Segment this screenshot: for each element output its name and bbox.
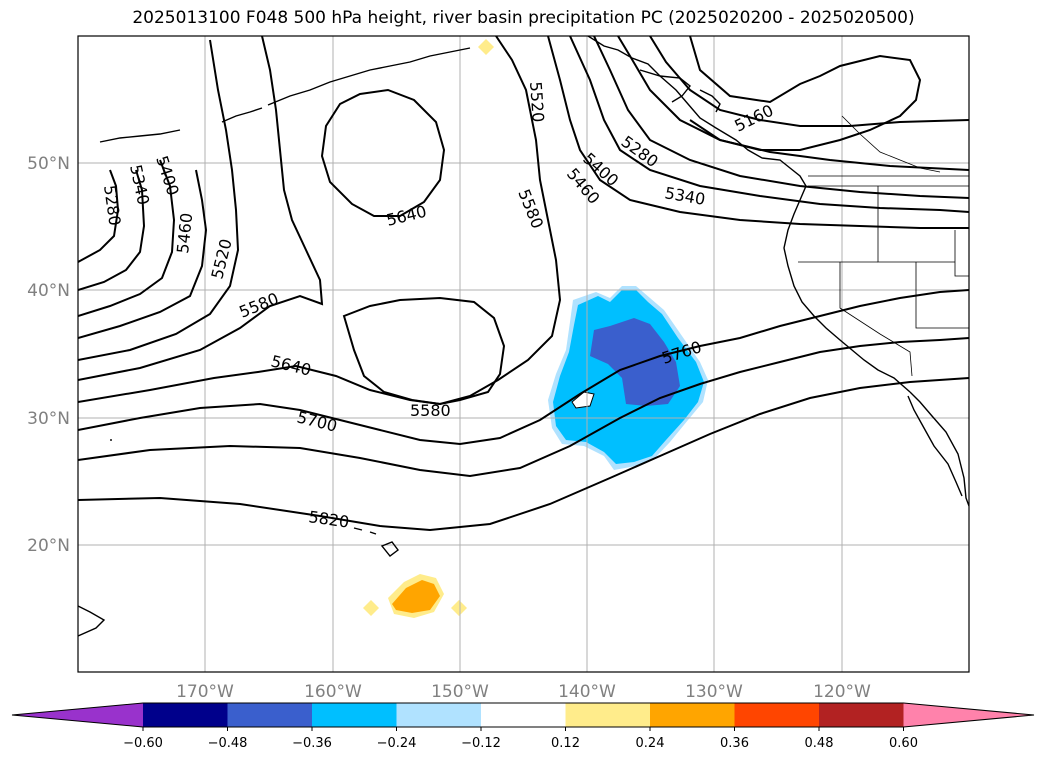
contour-label: 5520 [526,81,548,123]
colorbar-tick-label: −0.12 [461,736,501,751]
lon-label: 150°W [431,682,489,702]
colorbar-bin [481,703,566,727]
lon-label: 120°W [813,682,871,702]
graticule [78,36,969,672]
state-borders [798,115,969,377]
map-frame [77,35,970,673]
lon-label: 160°W [304,682,362,702]
colorbar-bin [650,703,735,727]
colorbar-extend-min [12,703,143,727]
colorbar-tick-label: 0.36 [720,736,749,751]
lat-label: 30°N [27,409,70,429]
lon-label: 140°W [558,682,616,702]
colorbar: −0.60 −0.48 −0.36 −0.24 −0.12 0.12 0.24 0.36 0.4… [11,702,1035,751]
colorbar-bin [819,703,904,727]
colorbar-bin [227,703,313,727]
lon-label: 130°W [685,682,743,702]
lat-label: 50°N [27,154,70,174]
colorbar-tick-label: 0.24 [636,736,665,751]
colorbar-tick-label: −0.36 [292,736,332,751]
coastline [78,36,969,637]
colorbar-tick-label: −0.60 [123,736,163,751]
contour-label: 5460 [173,212,196,254]
colorbar-extend-max [903,703,1034,727]
lon-label: 170°W [176,682,234,702]
longitude-labels: 170°W 160°W 150°W 140°W 130°W 120°W [176,682,871,702]
lat-label: 40°N [27,281,70,301]
colorbar-tick-label: 0.12 [551,736,580,751]
colorbar-bin [143,703,228,727]
colorbar-tick-label: 0.60 [889,736,918,751]
colorbar-bin [396,703,482,727]
colorbar-tick-label: −0.48 [208,736,248,751]
colorbar-tick-label: 0.48 [805,736,834,751]
colorbar-tick-label: −0.24 [377,736,417,751]
precip-positive-area [363,39,494,618]
precip-negative-area [548,286,708,470]
latitude-labels: 50°N 40°N 30°N 20°N [27,154,70,556]
map-title: 2025013100 F048 500 hPa height, river ba… [132,8,915,28]
colorbar-bin [565,703,651,727]
height-contours [78,36,969,532]
colorbar-bin [734,703,820,727]
contour-label: 5580 [410,401,451,420]
colorbar-bin [312,703,397,727]
lat-label: 20°N [27,536,70,556]
map-area [78,36,969,672]
